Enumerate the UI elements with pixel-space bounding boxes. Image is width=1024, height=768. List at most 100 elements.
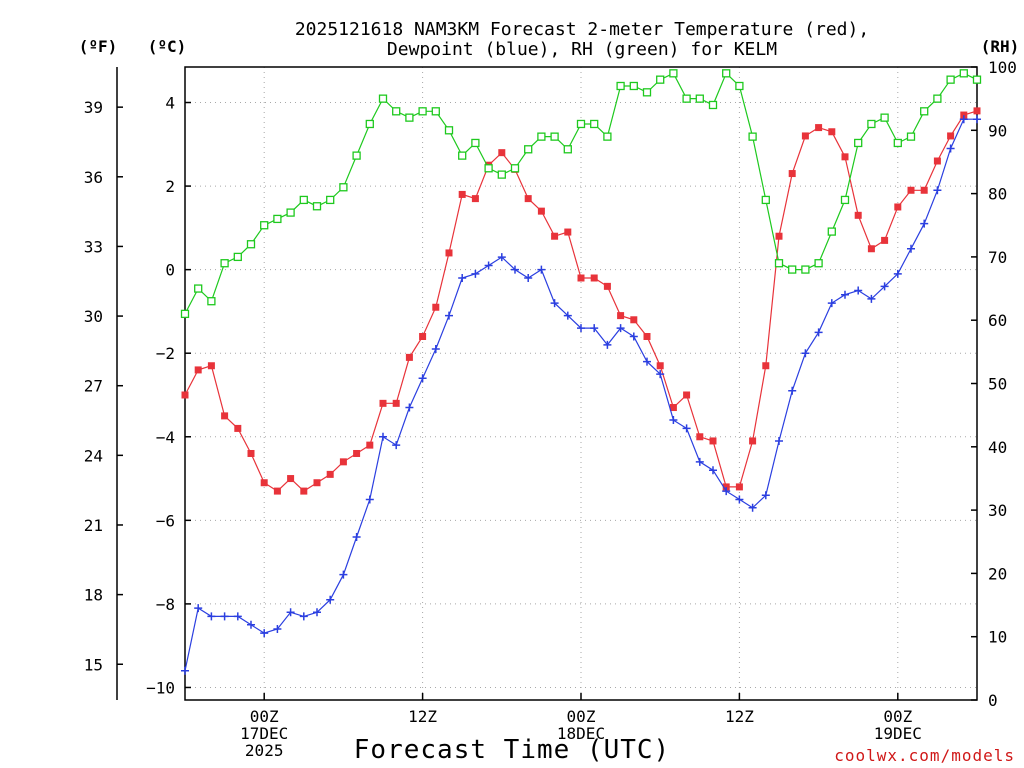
dewpoint-point xyxy=(656,370,665,379)
2-meter-temperature-point xyxy=(801,132,809,140)
2-meter-temperature-point xyxy=(920,186,928,194)
rh-point xyxy=(708,100,718,110)
2-meter-temperature-point xyxy=(313,479,321,487)
dewpoint-point xyxy=(445,311,453,320)
rh-point xyxy=(880,113,889,122)
time-tick-label: 00Z xyxy=(567,707,596,726)
dewpoint-point xyxy=(973,115,981,124)
rh-point xyxy=(682,94,691,103)
rh-point xyxy=(510,164,520,173)
dewpoint-point xyxy=(814,328,823,337)
dewpoint-point xyxy=(920,219,929,228)
2-meter-temperature-point xyxy=(630,316,638,324)
2-meter-temperature-point xyxy=(775,232,783,240)
rh-tick-label: 70 xyxy=(988,248,1007,267)
dewpoint-point xyxy=(709,466,717,475)
rh-point xyxy=(642,88,652,97)
rh-tick-label: 10 xyxy=(988,628,1007,647)
dewpoint-point xyxy=(629,332,638,341)
2-meter-temperature-point xyxy=(181,391,189,399)
2-meter-temperature-point xyxy=(788,170,796,178)
2-meter-temperature-point xyxy=(471,195,479,203)
rh-point xyxy=(180,309,190,319)
rh-point xyxy=(590,119,599,129)
dewpoint-point xyxy=(735,495,744,504)
celsius-tick-label: −10 xyxy=(146,678,175,697)
rh-point xyxy=(392,107,401,116)
dewpoint-point xyxy=(418,374,427,383)
2-meter-temperature-point xyxy=(537,207,545,215)
2-meter-temperature-point xyxy=(366,441,374,449)
dewpoint-point xyxy=(933,186,942,195)
rh-tick-label: 50 xyxy=(988,375,1007,394)
2-meter-temperature-point xyxy=(194,366,202,374)
time-tick-label: 12Z xyxy=(725,707,754,726)
dewpoint-point xyxy=(471,269,480,278)
dewpoint-point xyxy=(511,265,519,274)
fahrenheit-tick-label: 18 xyxy=(84,586,103,605)
dewpoint-point xyxy=(431,345,440,354)
2-meter-temperature-point xyxy=(973,107,981,115)
rh-point xyxy=(497,170,506,179)
rh-point xyxy=(352,151,361,160)
dewpoint-point xyxy=(722,487,731,496)
2-meter-temperature-point xyxy=(273,487,281,495)
2-meter-temperature-point xyxy=(260,479,268,487)
2-meter-temperature-point xyxy=(709,437,717,445)
rh-point xyxy=(220,259,229,268)
credit-text: coolwx.com/models xyxy=(834,746,1015,765)
2-meter-temperature-point xyxy=(287,475,295,483)
2-meter-temperature-point xyxy=(524,195,532,203)
celsius-tick-label: −6 xyxy=(156,511,175,530)
dewpoint-point xyxy=(854,286,863,295)
dewpoint-point xyxy=(497,253,506,262)
time-tick-label: 17DEC xyxy=(240,724,288,743)
dewpoint-point xyxy=(603,340,612,349)
rh-point xyxy=(471,138,480,148)
2-meter-temperature-point xyxy=(603,282,611,290)
2-meter-temperature-point xyxy=(326,470,334,478)
dewpoint-point xyxy=(194,604,203,613)
2-meter-temperature-point xyxy=(432,303,440,311)
rh-point xyxy=(814,259,823,268)
dewpoint-point xyxy=(299,612,308,621)
dewpoint-point xyxy=(880,282,889,291)
rh-point xyxy=(312,202,322,211)
chart-title-line-1: 2025121618 NAM3KM Forecast 2-meter Tempe… xyxy=(295,19,869,40)
fahrenheit-tick-label: 36 xyxy=(84,168,103,187)
dewpoint-point xyxy=(405,403,414,412)
dewpoint-point xyxy=(841,290,849,299)
2-meter-temperature-point xyxy=(867,245,875,253)
2-meter-temperature-point xyxy=(749,437,757,445)
2-meter-temperature-point xyxy=(907,186,915,194)
dewpoint-point xyxy=(339,570,348,579)
2-meter-temperature-point xyxy=(722,483,730,491)
rh-point xyxy=(946,75,955,84)
dewpoint-point xyxy=(643,357,651,366)
dewpoint-point xyxy=(181,666,189,675)
rh-point xyxy=(339,183,348,192)
dewpoint-point xyxy=(220,612,229,621)
2-meter-temperature-point xyxy=(696,433,704,441)
dewpoint-point xyxy=(695,457,704,466)
rh-point xyxy=(378,94,388,103)
dewpoint-point xyxy=(748,503,757,512)
2-meter-temperature-point xyxy=(379,399,387,407)
dewpoint-point xyxy=(775,436,783,445)
dewpoint-point xyxy=(616,324,625,333)
fahrenheit-tick-label: 39 xyxy=(84,98,103,117)
rh-point xyxy=(576,119,586,129)
rh-point xyxy=(840,195,850,205)
dewpoint-point xyxy=(550,299,559,308)
dewpoint-point xyxy=(682,424,691,433)
rh-point xyxy=(299,195,308,205)
celsius-tick-label: 0 xyxy=(165,261,175,280)
data-series xyxy=(180,69,982,675)
2-meter-temperature-point xyxy=(841,153,849,161)
rh-point xyxy=(801,265,810,274)
time-tick-label: 18DEC xyxy=(557,724,605,743)
axis-ticks-and-labels: −10−8−6−4−202415182124273033363901020304… xyxy=(84,58,1017,760)
fahrenheit-tick-label: 33 xyxy=(84,237,103,256)
2-meter-temperature-point xyxy=(564,228,572,236)
dewpoint-point xyxy=(365,495,374,504)
